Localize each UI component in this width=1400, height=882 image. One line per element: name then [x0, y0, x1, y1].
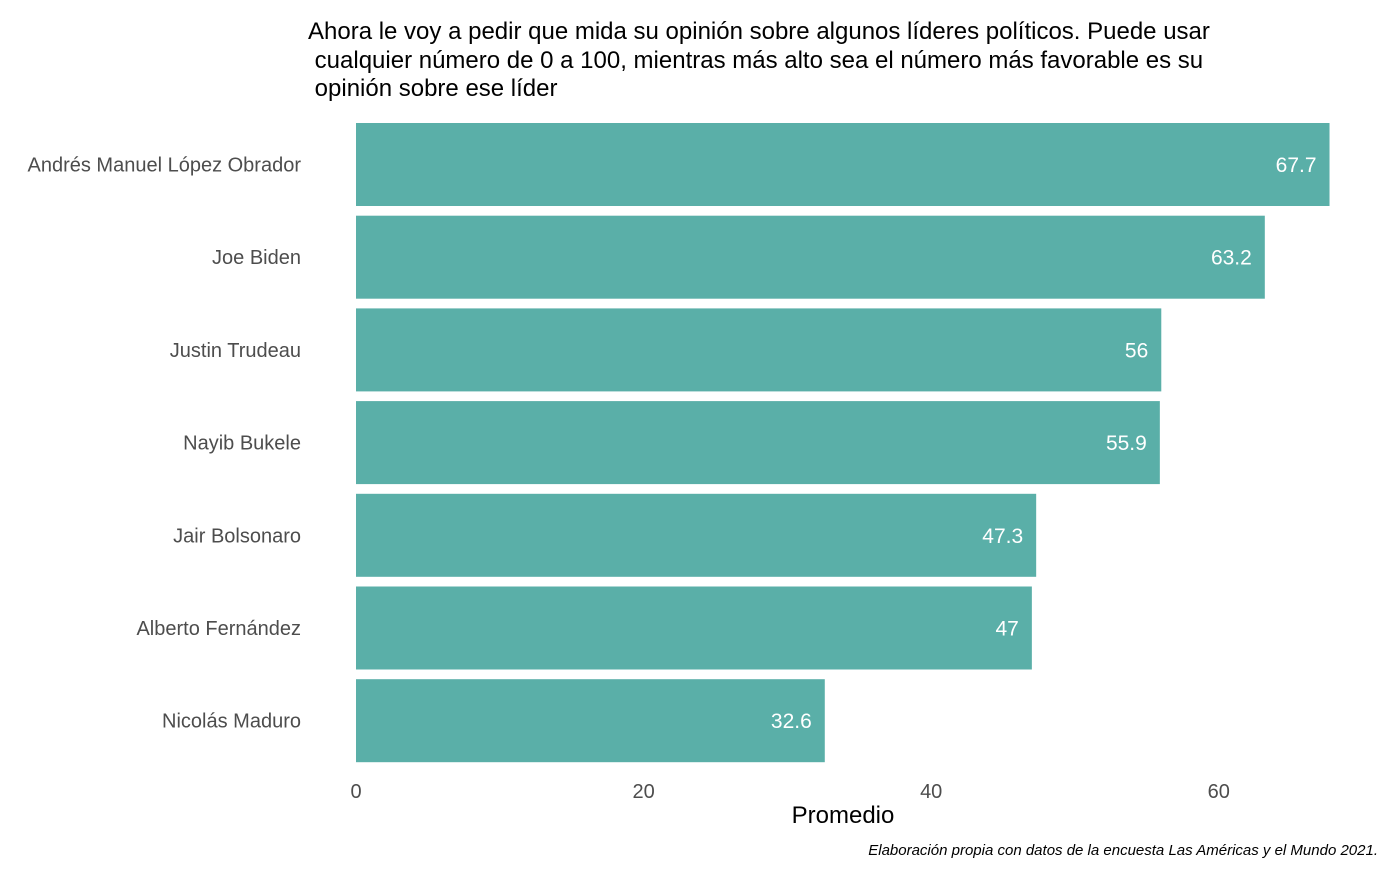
bar-value-label: 32.6 — [771, 710, 812, 733]
category-label: Nicolás Maduro — [162, 711, 301, 733]
chart-title-line-1: Ahora le voy a pedir que mida su opinión… — [308, 18, 1210, 45]
x-tick-label: 40 — [920, 781, 942, 803]
chart-title: Ahora le voy a pedir que mida su opinión… — [308, 18, 1210, 102]
bar-value-label: 47 — [996, 618, 1019, 641]
bar — [356, 123, 1330, 206]
x-tick-label: 60 — [1208, 781, 1230, 803]
bar-value-label: 55.9 — [1106, 432, 1147, 455]
bar — [356, 215, 1265, 299]
x-tick-label: 20 — [632, 781, 654, 803]
category-label: Alberto Fernández — [136, 618, 301, 640]
bar — [356, 679, 825, 763]
category-label: Jair Bolsonaro — [173, 525, 301, 547]
x-tick-label: 0 — [350, 781, 361, 803]
category-label: Nayib Bukele — [183, 433, 301, 455]
chart-caption: Elaboración propia con datos de la encue… — [868, 842, 1378, 859]
bar — [356, 586, 1032, 670]
category-label: Andrés Manuel López Obrador — [28, 155, 302, 177]
x-axis-title: Promedio — [792, 802, 895, 829]
bar-value-label: 47.3 — [982, 525, 1023, 548]
chart-title-line-3: opinión sobre ese líder — [308, 75, 558, 102]
plot-area: Andrés Manuel López Obrador 67.7 Joe Biden… — [28, 123, 1330, 803]
bar-value-label: 56 — [1125, 339, 1148, 362]
bar-value-label: 63.2 — [1211, 247, 1252, 270]
bar — [356, 401, 1160, 485]
category-label: Justin Trudeau — [170, 340, 301, 362]
chart-title-line-2: cualquier número de 0 a 100, mientras má… — [308, 47, 1203, 74]
bar — [356, 493, 1037, 577]
bar — [356, 308, 1162, 392]
category-label: Joe Biden — [212, 247, 301, 269]
bar-value-label: 67.7 — [1276, 154, 1317, 177]
